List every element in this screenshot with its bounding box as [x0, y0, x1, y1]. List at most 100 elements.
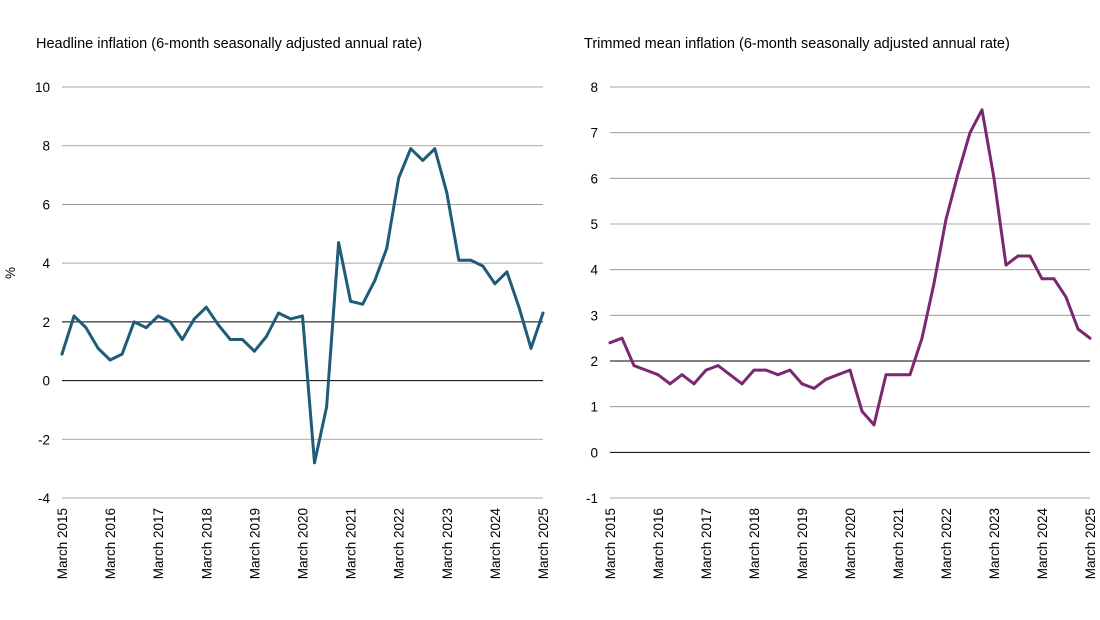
- data-point: [517, 305, 521, 309]
- data-point: [385, 247, 389, 250]
- data-point: [872, 423, 876, 427]
- data-point: [1052, 277, 1056, 281]
- data-point: [529, 346, 533, 350]
- x-tick-label: March 2016: [103, 508, 118, 579]
- data-point: [1004, 263, 1008, 267]
- data-point: [680, 373, 684, 377]
- data-point: [956, 172, 960, 176]
- data-point: [373, 279, 377, 283]
- data-point: [1040, 277, 1044, 281]
- data-point: [728, 373, 732, 377]
- data-point: [944, 218, 948, 221]
- y-tick-label: 2: [42, 315, 50, 330]
- y-tick-label: 8: [42, 139, 50, 154]
- x-tick-label: March 2020: [296, 508, 311, 579]
- x-tick-label: March 2024: [1035, 508, 1050, 580]
- data-point: [313, 461, 316, 465]
- x-tick-label: March 2025: [1083, 508, 1098, 579]
- data-point: [349, 299, 352, 303]
- data-point: [740, 382, 744, 386]
- data-point: [397, 176, 401, 180]
- data-point: [60, 352, 64, 356]
- data-point: [920, 336, 924, 340]
- x-tick-label: March 2015: [55, 508, 70, 579]
- data-point: [848, 368, 852, 372]
- data-point: [469, 258, 473, 262]
- x-tick-label: March 2021: [344, 508, 359, 579]
- data-point: [704, 368, 708, 372]
- data-point: [156, 314, 160, 318]
- y-tick-label: 5: [590, 217, 598, 232]
- series-line: [60, 147, 545, 465]
- x-tick-label: March 2018: [199, 508, 214, 579]
- x-tick-label: March 2023: [987, 508, 1002, 579]
- y-tick-label: -4: [38, 491, 50, 506]
- data-point: [764, 368, 768, 372]
- data-point: [361, 302, 365, 306]
- x-tick-label: March 2022: [939, 508, 954, 579]
- data-point: [824, 377, 828, 381]
- data-point: [132, 320, 136, 324]
- y-tick-label: 0: [42, 374, 50, 389]
- data-point: [620, 336, 624, 340]
- data-point: [908, 373, 912, 377]
- data-point: [668, 382, 672, 386]
- data-point: [884, 373, 888, 377]
- data-point: [108, 358, 112, 362]
- data-point: [776, 373, 780, 377]
- data-point: [204, 305, 208, 309]
- data-point: [289, 317, 292, 321]
- x-tick-label: March 2015: [603, 508, 618, 579]
- data-point: [265, 335, 268, 338]
- y-tick-label: 6: [42, 197, 50, 212]
- y-tick-label: 0: [590, 445, 598, 460]
- x-tick-label: March 2025: [536, 508, 551, 579]
- data-point: [800, 382, 804, 386]
- data-point: [445, 191, 449, 195]
- data-point: [656, 373, 660, 377]
- x-tick-label: March 2016: [651, 508, 666, 579]
- y-tick-label: 4: [42, 256, 50, 271]
- x-tick-label: March 2019: [247, 508, 262, 579]
- data-point: [253, 349, 256, 353]
- data-point: [96, 346, 100, 350]
- data-point: [608, 341, 612, 345]
- data-point: [493, 282, 497, 286]
- data-point: [1064, 295, 1068, 299]
- data-point: [433, 147, 437, 151]
- data-point: [716, 364, 720, 367]
- chart-title: Trimmed mean inflation (6-month seasonal…: [584, 36, 1010, 52]
- x-tick-label: March 2024: [488, 508, 503, 580]
- data-point: [72, 314, 76, 318]
- data-point: [240, 338, 244, 341]
- data-point: [860, 409, 864, 413]
- data-point: [277, 311, 280, 315]
- x-tick-label: March 2018: [747, 508, 762, 579]
- data-point: [1076, 327, 1080, 331]
- data-point: [457, 258, 461, 262]
- data-point: [980, 108, 984, 112]
- data-point: [120, 352, 124, 356]
- data-point: [932, 281, 936, 285]
- y-tick-label: 10: [35, 80, 50, 95]
- data-point: [992, 176, 996, 180]
- data-point: [180, 338, 184, 341]
- data-point: [836, 373, 840, 377]
- y-tick-label: 2: [590, 354, 598, 369]
- data-point: [1028, 254, 1032, 258]
- y-tick-label: 4: [590, 263, 598, 278]
- x-tick-label: March 2023: [440, 508, 455, 579]
- y-tick-label: 1: [590, 400, 598, 415]
- y-tick-label: 7: [590, 126, 598, 141]
- data-point: [752, 368, 756, 372]
- x-tick-label: March 2017: [151, 508, 166, 579]
- data-point: [812, 387, 816, 390]
- x-tick-label: March 2020: [843, 508, 858, 579]
- data-point: [325, 405, 328, 409]
- data-point: [896, 373, 900, 377]
- data-point: [84, 326, 88, 330]
- data-point: [409, 147, 413, 151]
- x-tick-label: March 2019: [795, 508, 810, 579]
